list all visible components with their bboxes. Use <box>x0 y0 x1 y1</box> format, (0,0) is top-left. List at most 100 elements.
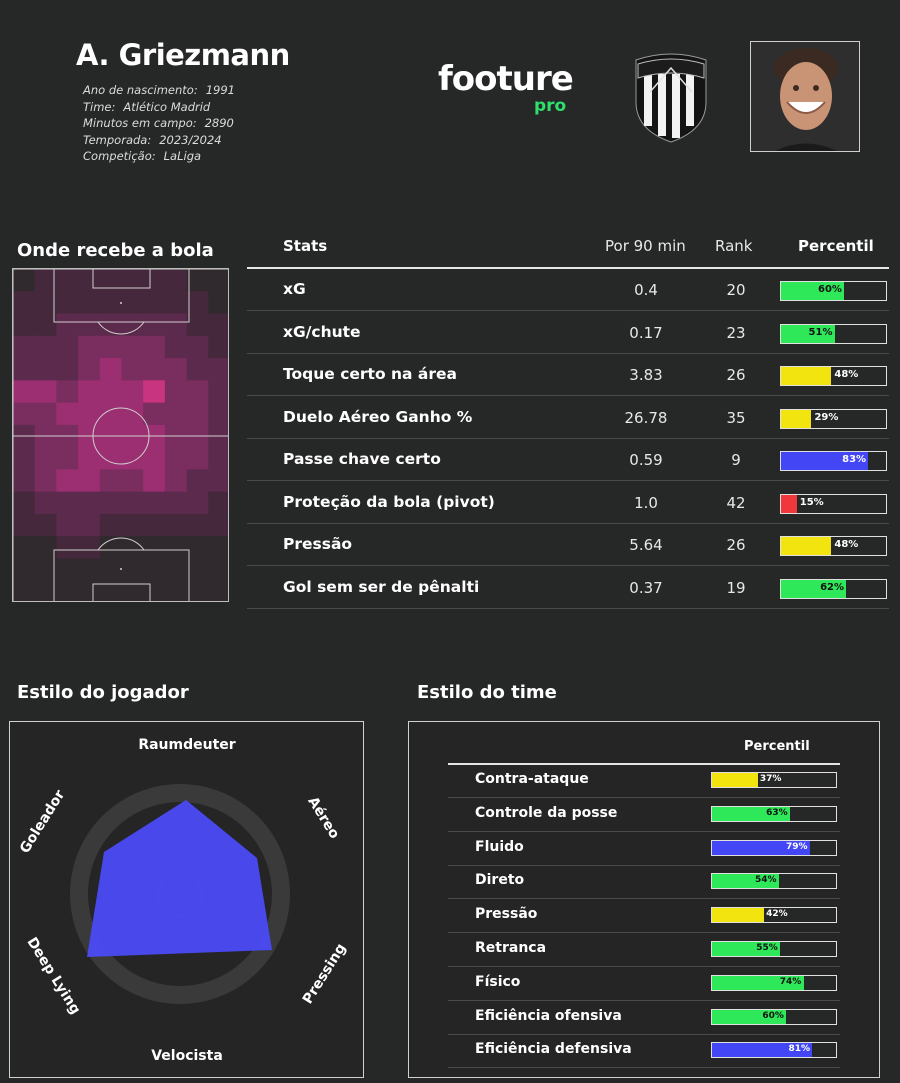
heatmap-cell <box>78 536 101 559</box>
heatmap-cell <box>99 335 122 359</box>
heatmap-cell <box>56 269 79 292</box>
stat-name: Pressão <box>283 535 353 553</box>
heatmap-cell <box>143 335 166 359</box>
stat-percentile-label: 29% <box>814 411 839 423</box>
stat-percentile-bar: 62% <box>780 578 887 599</box>
heatmap-cell <box>13 558 36 582</box>
team-style-name: Físico <box>475 973 521 990</box>
info-row-season: Temporada: 2023/2024 <box>83 132 222 147</box>
stat-row: Proteção da bola (pivot) 1.0 42 15% <box>247 482 889 524</box>
footure-logo-text: footure <box>438 59 574 99</box>
heatmap-cell <box>208 447 228 470</box>
team-style-fill <box>712 975 804 990</box>
heatmap-cell <box>164 491 188 515</box>
heatmap-cell <box>186 380 209 404</box>
heatmap-cell <box>121 580 144 601</box>
team-style-fill <box>712 908 765 923</box>
heatmap-cell <box>78 558 101 582</box>
stat-row: Toque certo na área 3.83 26 48% <box>247 354 889 396</box>
team-style-label: 42% <box>766 909 788 920</box>
team-style-name: Eficiência defensiva <box>475 1041 632 1058</box>
player-name: A. Griezmann <box>76 38 290 72</box>
heatmap-cell <box>143 491 166 515</box>
heatmap-cell <box>208 402 228 426</box>
stat-row: Passe chave certo 0.59 9 83% <box>247 439 889 481</box>
stat-per90: 0.37 <box>629 578 663 597</box>
heatmap-cell <box>186 402 209 426</box>
stat-percentile-bar: 60% <box>780 281 887 301</box>
team-style-row: Controle da posse 63% <box>448 798 840 832</box>
heatmap-cell <box>56 313 79 337</box>
heatmap-cell <box>78 380 101 404</box>
info-row-team: Time: Atlético Madrid <box>83 99 211 114</box>
axis-label-aereo: Aéreo <box>304 794 342 842</box>
heatmap-cell <box>143 447 166 470</box>
heatmap-cell <box>78 402 101 426</box>
stat-percentile-fill <box>781 324 835 343</box>
axis-label-pressing: Pressing <box>300 941 350 1007</box>
heatmap-cell <box>99 447 122 470</box>
heatmap-cell <box>121 402 144 426</box>
heatmap-cell <box>164 513 188 537</box>
stat-rank: 19 <box>726 578 746 597</box>
heatmap-cell <box>121 558 144 582</box>
team-style-row: Eficiência ofensiva 60% <box>448 1001 840 1035</box>
player-style-title: Estilo do jogador <box>17 682 189 703</box>
team-style-header: Percentil <box>448 738 840 765</box>
team-style-row: Direto 54% <box>448 865 840 900</box>
club-crest-icon <box>630 52 712 148</box>
heatmap-cell <box>121 380 144 404</box>
info-row-competition: Competição: LaLiga <box>83 149 202 164</box>
axis-label-goleador: Goleador <box>17 787 68 856</box>
team-style-row: Retranca 55% <box>448 933 840 967</box>
heatmap-cell <box>56 358 79 381</box>
heatmap-cell <box>13 513 36 537</box>
team-style-row: Fluido 79% <box>448 832 840 866</box>
heatmap-cell <box>186 513 209 537</box>
heatmap-cell <box>78 335 101 359</box>
stat-name: Gol sem ser de pênalti <box>283 577 480 596</box>
stat-per90: 5.64 <box>629 536 663 554</box>
heatmap-cell <box>186 469 209 493</box>
heatmap-cell <box>208 580 228 601</box>
team-style-bar: 74% <box>711 974 837 991</box>
heatmap-cell <box>56 447 79 470</box>
team-style-bar: 42% <box>711 907 837 924</box>
heatmap-pitch <box>12 268 229 602</box>
heatmap-cell <box>56 402 79 426</box>
heatmap-cell <box>164 580 188 601</box>
heatmap-cell <box>121 313 144 337</box>
stat-rank: 23 <box>726 323 746 342</box>
stat-percentile-label: 83% <box>842 454 867 465</box>
stat-name: Passe chave certo <box>283 450 441 468</box>
heatmap-cell <box>34 358 57 381</box>
heatmap-cell <box>34 580 57 601</box>
stat-percentile-label: 48% <box>834 369 859 380</box>
stat-percentile-fill <box>781 367 832 385</box>
heatmap-cell <box>186 358 209 381</box>
heatmap-cell <box>56 380 79 404</box>
heatmap-cell <box>121 335 144 359</box>
heatmap-cell <box>208 269 228 292</box>
heatmap-cell <box>34 335 57 359</box>
heatmap-cell <box>99 291 122 315</box>
heatmap-cell <box>34 513 57 537</box>
stat-name: Toque certo na área <box>283 365 457 383</box>
heatmap-cell <box>34 313 57 337</box>
heatmap-cell <box>56 491 79 515</box>
heatmap-cell <box>164 269 188 292</box>
heatmap-cell <box>164 536 188 559</box>
heatmap-cell <box>186 335 209 359</box>
heatmap-cell <box>121 269 144 292</box>
heatmap-cell <box>13 335 36 359</box>
stat-percentile-label: 62% <box>820 581 845 593</box>
heatmap-cell <box>56 469 79 493</box>
heatmap-cell <box>208 313 228 337</box>
heatmap-cell <box>34 491 57 515</box>
heatmap-cell <box>121 491 144 515</box>
info-row-birth: Ano de nascimento: 1991 <box>83 83 235 97</box>
heatmap-title: Onde recebe a bola <box>17 240 214 261</box>
stat-percentile-bar: 48% <box>780 536 887 556</box>
axis-label-velocista: Velocista <box>151 1048 223 1064</box>
heatmap-cell <box>186 536 209 559</box>
